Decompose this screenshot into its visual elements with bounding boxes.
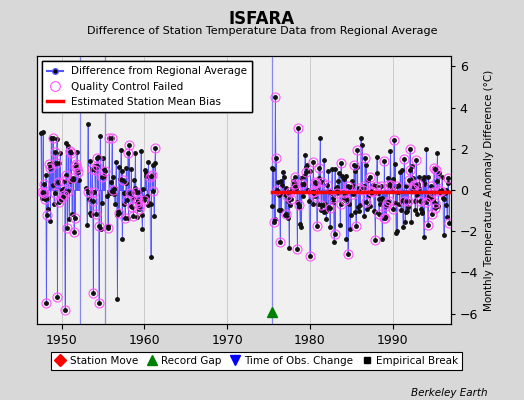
Legend: Station Move, Record Gap, Time of Obs. Change, Empirical Break: Station Move, Record Gap, Time of Obs. C… (51, 352, 463, 370)
Text: ISFARA: ISFARA (229, 10, 295, 28)
Legend: Difference from Regional Average, Quality Control Failed, Estimated Station Mean: Difference from Regional Average, Qualit… (42, 61, 252, 112)
Y-axis label: Monthly Temperature Anomaly Difference (°C): Monthly Temperature Anomaly Difference (… (484, 69, 494, 311)
Text: Berkeley Earth: Berkeley Earth (411, 388, 487, 398)
Text: Difference of Station Temperature Data from Regional Average: Difference of Station Temperature Data f… (87, 26, 437, 36)
